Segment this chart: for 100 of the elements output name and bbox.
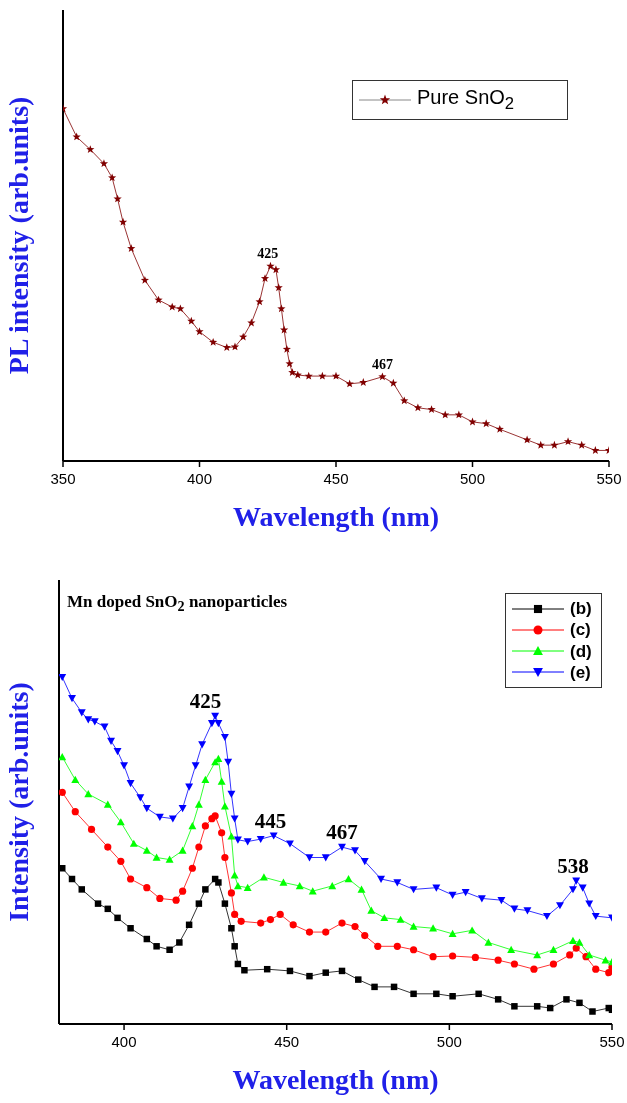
point (533, 1003, 541, 1010)
point (209, 337, 218, 346)
point (449, 993, 456, 1000)
point (231, 943, 238, 950)
point (72, 132, 81, 141)
point (195, 327, 204, 336)
point (322, 928, 330, 936)
point (304, 371, 313, 380)
point (429, 924, 438, 932)
annotation: 445 (254, 808, 287, 833)
point (295, 881, 304, 890)
point (114, 914, 121, 922)
legend-label: Pure SnO$_{2}$ (417, 85, 515, 115)
point (214, 754, 223, 762)
point (243, 838, 252, 846)
point (179, 887, 187, 895)
point (227, 790, 236, 798)
point (178, 846, 187, 854)
point (230, 342, 240, 351)
point (127, 925, 134, 932)
point (377, 875, 385, 883)
point (94, 900, 102, 907)
point (367, 906, 376, 914)
point (308, 887, 317, 895)
point (143, 884, 151, 892)
point (461, 888, 470, 897)
annotation: 425 (189, 688, 222, 713)
point (117, 857, 125, 865)
point (243, 883, 252, 891)
point (523, 907, 532, 915)
point (172, 896, 180, 904)
point (274, 283, 283, 292)
point (269, 832, 278, 840)
point (227, 832, 236, 840)
point (266, 261, 275, 270)
point (271, 265, 281, 274)
point (533, 951, 542, 959)
point (448, 929, 457, 938)
point (589, 1008, 596, 1015)
point (87, 825, 96, 833)
point (71, 775, 80, 784)
point (576, 999, 583, 1007)
point (103, 800, 112, 808)
point (165, 855, 174, 863)
point (176, 939, 183, 946)
point (78, 886, 86, 893)
annotation: 425 (257, 246, 279, 262)
y-axis-title: Intensity (arb.units) (3, 682, 34, 922)
point (389, 378, 398, 387)
point (494, 996, 502, 1003)
point (188, 864, 196, 872)
point (108, 173, 117, 182)
point (286, 840, 294, 848)
point (217, 777, 226, 785)
point (59, 752, 67, 761)
point (168, 815, 177, 823)
point (494, 956, 502, 964)
point (142, 846, 151, 854)
point (542, 912, 551, 921)
point (288, 368, 297, 377)
point (578, 884, 587, 892)
point (585, 900, 594, 908)
point (126, 780, 135, 788)
point (166, 946, 173, 954)
x-tick-label: 550 (596, 469, 622, 487)
point (482, 419, 491, 428)
point (510, 905, 519, 913)
point (351, 847, 359, 855)
point (113, 194, 122, 203)
point (99, 159, 109, 168)
point (116, 818, 125, 826)
point (530, 965, 538, 973)
point (201, 822, 209, 830)
point (59, 788, 66, 796)
point (218, 829, 226, 837)
legend-label: (c) (570, 619, 591, 641)
point (591, 446, 600, 454)
annotation: 538 (557, 853, 589, 878)
point (448, 891, 457, 899)
point (563, 996, 570, 1003)
point (127, 244, 136, 253)
legend-label: (e) (570, 661, 591, 683)
x-tick-label: 450 (274, 1032, 300, 1050)
point (475, 990, 482, 998)
x-axis-title: Wavelength (nm) (232, 501, 440, 532)
point (155, 813, 164, 821)
point (100, 723, 109, 731)
point (351, 922, 359, 931)
annotation: 467 (326, 820, 358, 845)
point (276, 910, 284, 918)
x-tick-label: 400 (186, 469, 213, 487)
point (266, 915, 275, 924)
point (569, 886, 577, 894)
point (477, 895, 486, 903)
point (549, 960, 558, 968)
point (260, 274, 270, 282)
point (549, 945, 558, 954)
point (380, 913, 389, 922)
legend-label: (b) (570, 598, 592, 620)
point (195, 900, 203, 907)
